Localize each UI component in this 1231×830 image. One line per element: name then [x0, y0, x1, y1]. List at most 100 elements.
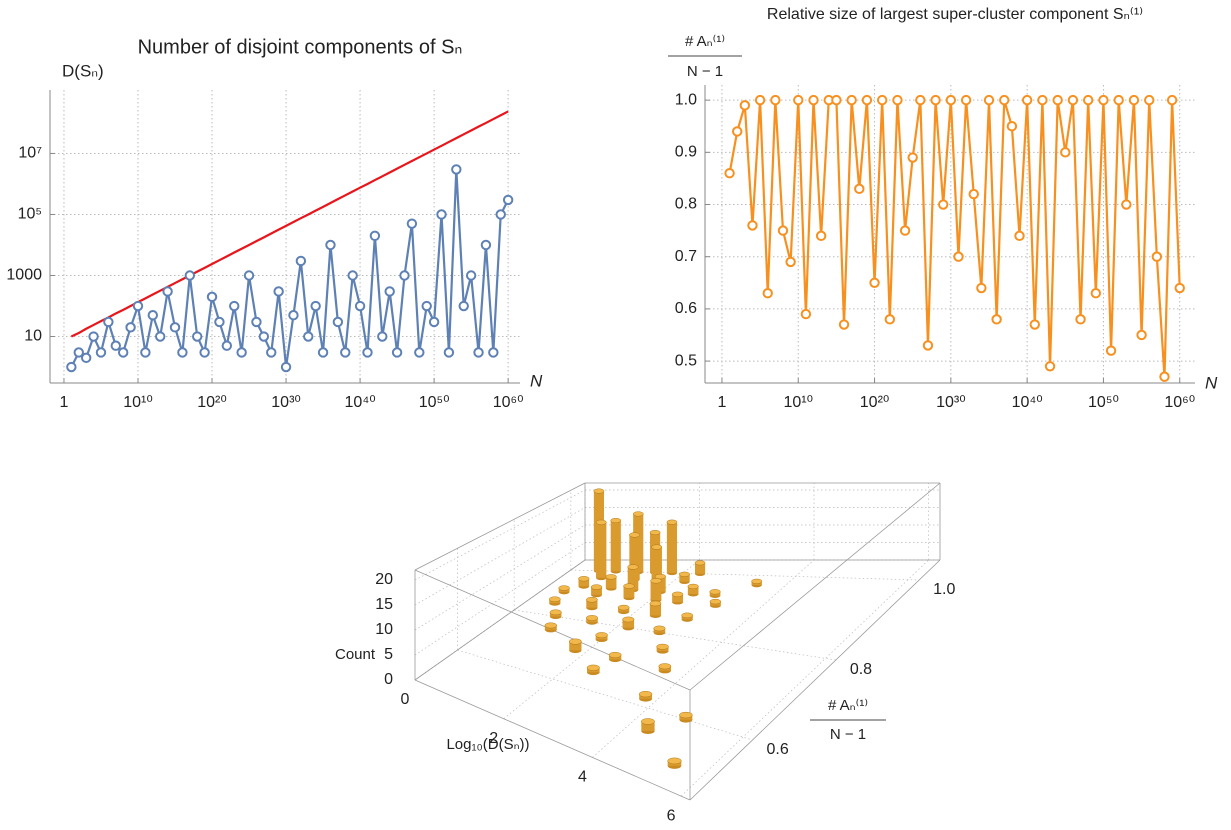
x-tick-label: 10¹⁰ — [783, 394, 813, 411]
bar — [622, 619, 635, 628]
data-point — [1174, 282, 1185, 294]
data-point — [473, 347, 484, 358]
bar-top — [627, 564, 639, 570]
x-axis-label: Log₁₀(D(Sₙ)) — [446, 736, 529, 753]
z-tick-label: 10 — [375, 621, 393, 638]
bar — [687, 586, 699, 595]
chart-title: Relative size of largest super-cluster c… — [767, 6, 1143, 23]
bar-top — [585, 615, 599, 621]
bar-top — [666, 519, 678, 525]
bar-top — [578, 576, 590, 582]
data-point — [991, 314, 1002, 325]
bar — [641, 721, 655, 731]
bar-top — [632, 511, 644, 517]
data-point — [1067, 94, 1079, 106]
data-point — [243, 270, 255, 281]
data-point — [266, 347, 277, 358]
data-point — [960, 94, 972, 106]
box-edge — [689, 482, 941, 691]
data-point — [747, 220, 758, 231]
y-tick-label: 0.8 — [850, 661, 872, 678]
data-point — [800, 308, 812, 320]
bar-top — [595, 519, 607, 525]
data-point — [968, 188, 979, 200]
x-tick-label: 10⁵⁰ — [419, 394, 450, 411]
y-tick-label: 0.6 — [675, 300, 697, 317]
y-tick-label: 0.8 — [675, 196, 697, 213]
x-tick-label: 4 — [578, 769, 587, 786]
x-tick-label: 1 — [717, 394, 726, 411]
grid-line — [414, 507, 586, 606]
data-point — [861, 94, 873, 106]
data-point — [177, 347, 188, 358]
data-point — [147, 310, 158, 321]
data-point — [317, 347, 329, 358]
data-point — [458, 300, 469, 312]
data-point — [1090, 288, 1102, 299]
bar-top — [544, 622, 558, 629]
series-line — [70, 168, 510, 369]
data-point — [103, 316, 114, 328]
data-point — [892, 94, 903, 106]
data-point — [325, 239, 336, 251]
data-point — [1021, 94, 1033, 106]
data-point — [95, 347, 107, 358]
data-point — [854, 183, 865, 195]
x-tick-label: 10⁶⁰ — [1164, 394, 1195, 411]
box-edge — [414, 559, 586, 681]
x-tick-label: 10²⁰ — [860, 394, 890, 411]
data-point — [915, 94, 926, 106]
data-point — [831, 94, 842, 106]
data-point — [1037, 94, 1048, 106]
z-tick-label: 0 — [384, 671, 393, 688]
data-point — [310, 300, 321, 312]
data-point — [488, 347, 499, 358]
grid-line — [414, 524, 586, 631]
x-tick-label: 0 — [401, 691, 410, 708]
bar-top — [694, 560, 706, 566]
data-point — [414, 347, 425, 358]
y-tick-label: 0.9 — [675, 144, 697, 161]
data-point — [1082, 94, 1094, 106]
x-tick-label: 10⁴⁰ — [1012, 394, 1043, 411]
data-point — [724, 167, 735, 179]
bar — [610, 520, 621, 572]
data-point — [132, 300, 144, 312]
x-tick-label: 10⁶⁰ — [493, 394, 524, 411]
data-point — [214, 316, 225, 328]
bar-top — [549, 609, 562, 616]
data-point — [206, 291, 218, 303]
bar-top — [638, 691, 653, 698]
z-tick-label: 20 — [375, 571, 393, 588]
bar — [672, 594, 684, 603]
y-tick-label: 10 — [24, 328, 42, 345]
data-point — [421, 300, 432, 312]
bar-top — [595, 632, 608, 639]
data-point — [162, 286, 173, 297]
data-point — [1060, 147, 1071, 158]
data-point — [73, 347, 84, 358]
data-point — [391, 347, 403, 358]
data-point — [199, 347, 210, 358]
data-point — [443, 347, 455, 358]
data-point — [953, 251, 964, 262]
bar — [605, 576, 617, 589]
bar-top — [649, 600, 662, 607]
data-point — [332, 316, 344, 328]
bar — [591, 587, 602, 595]
z-tick-label: 5 — [384, 646, 393, 663]
grid-line — [514, 609, 836, 661]
data-point — [815, 230, 827, 242]
data-point — [999, 94, 1010, 106]
data-point — [1128, 94, 1140, 106]
x-tick-label: 10⁴⁰ — [345, 394, 376, 411]
x-axis-label: N — [530, 371, 543, 390]
data-point — [869, 277, 880, 288]
data-point — [229, 300, 240, 312]
data-point — [273, 286, 284, 297]
data-point — [930, 94, 941, 106]
bar-top — [667, 757, 682, 765]
bar-top — [593, 488, 605, 494]
bar — [627, 567, 639, 590]
